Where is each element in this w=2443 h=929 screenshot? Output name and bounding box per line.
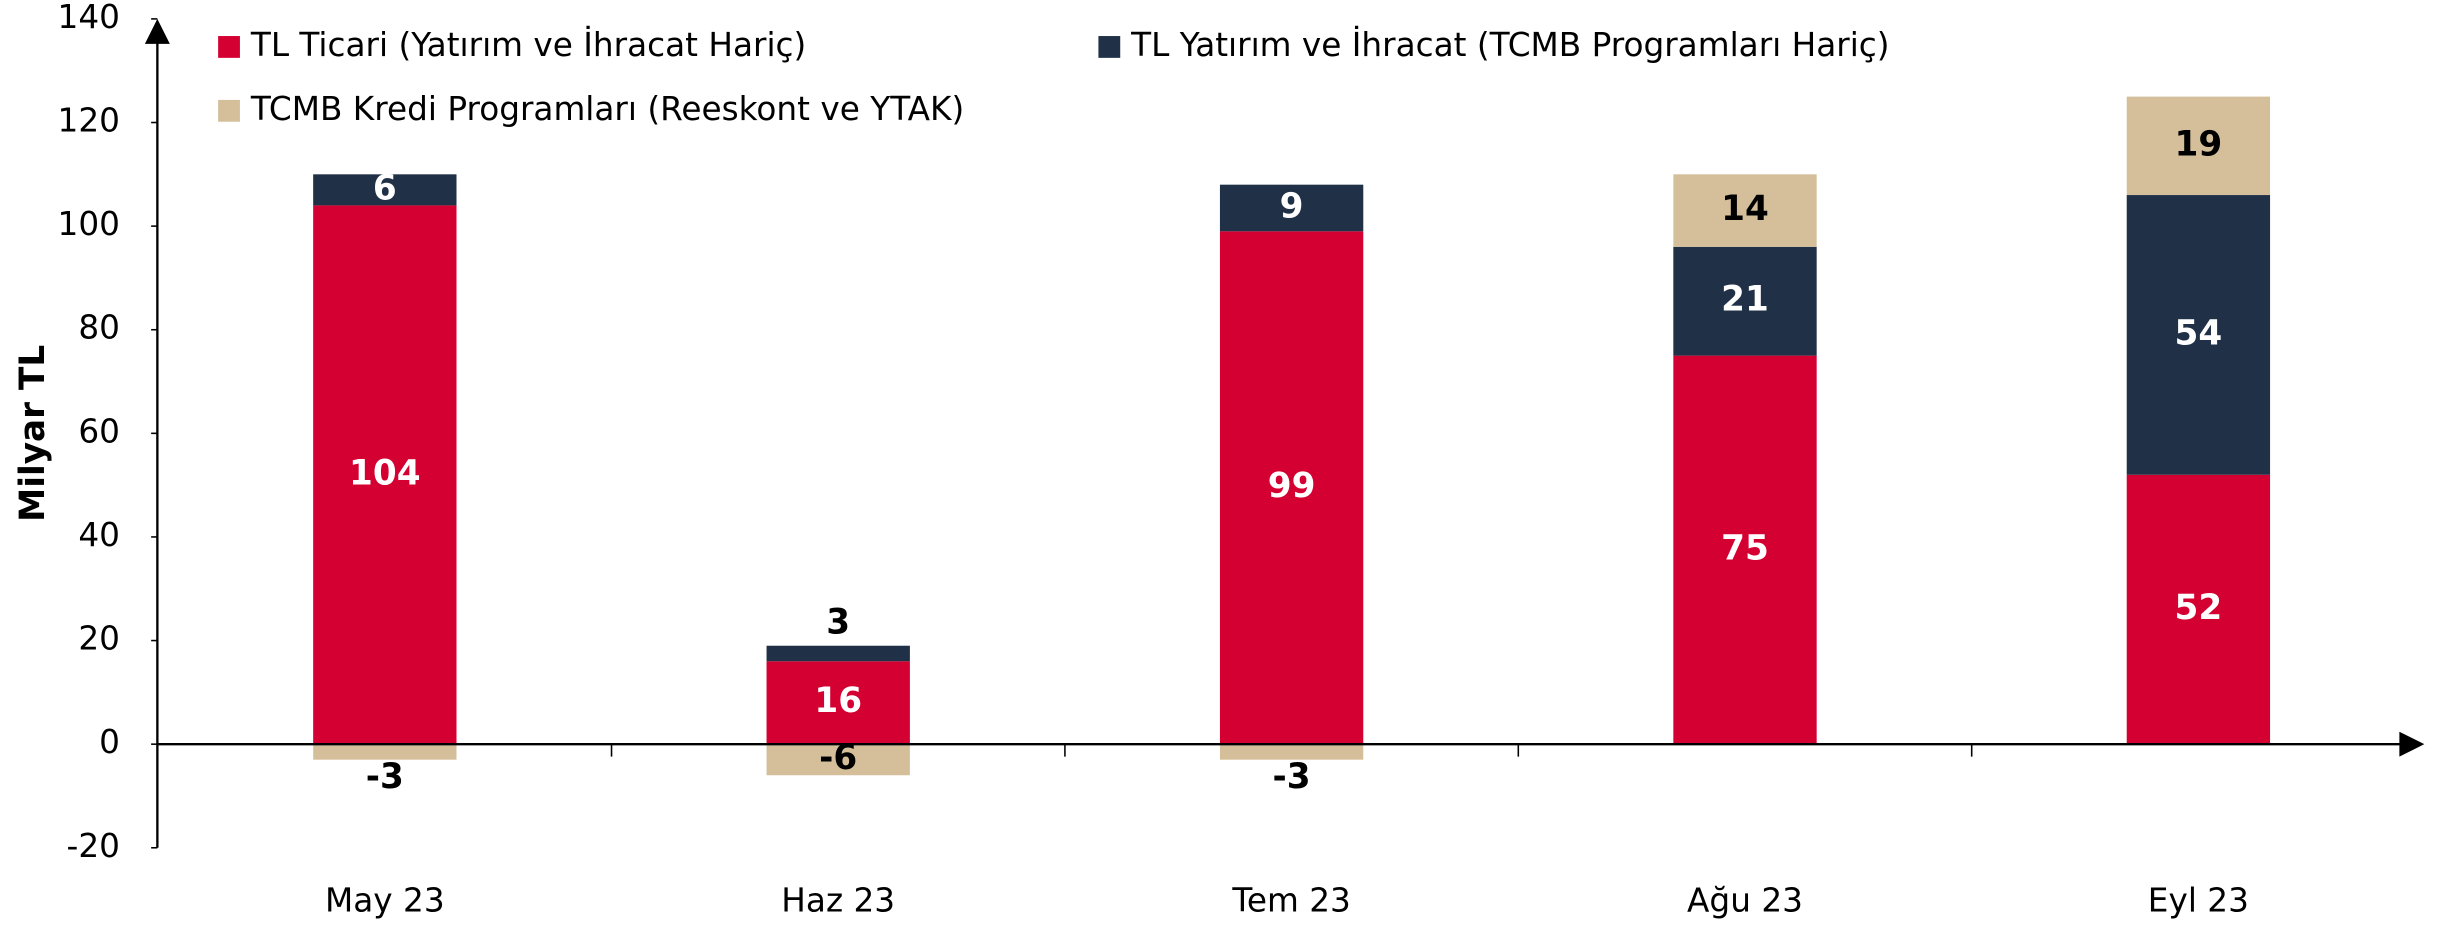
data-label: 14 (1721, 189, 1769, 229)
x-axis-arrow (2399, 731, 2425, 757)
bar-segment (1673, 355, 1817, 745)
data-label: 3 (826, 602, 850, 642)
x-tick-label: Ağu 23 (1687, 881, 1803, 919)
y-tick-label: 140 (58, 0, 120, 36)
y-tick-label: 100 (58, 205, 120, 243)
bar-segment (313, 174, 457, 206)
bar-segment (2126, 474, 2271, 745)
bar-segment (1673, 174, 1817, 247)
data-label: 54 (2175, 313, 2223, 353)
bar-segment (2126, 195, 2271, 475)
legend-swatch (218, 36, 240, 58)
bar-segment (313, 205, 457, 745)
y-tick-label: 20 (78, 620, 120, 658)
data-label: 99 (1268, 466, 1316, 506)
data-label: 52 (2175, 588, 2223, 628)
data-label: 21 (1721, 280, 1769, 320)
data-label: 6 (373, 168, 397, 208)
bar-segment (1219, 184, 1364, 232)
y-tick-label: 40 (78, 516, 120, 554)
bar-segment (2126, 96, 2271, 196)
x-tick-label: Haz 23 (781, 881, 895, 919)
bar-segment (1673, 246, 1817, 356)
data-label: 75 (1721, 528, 1769, 568)
x-tick-label: May 23 (325, 881, 445, 919)
bar-segment (766, 744, 910, 776)
bar-segment (766, 661, 910, 745)
data-label: 104 (349, 453, 421, 493)
y-tick-label: 80 (78, 309, 120, 347)
y-axis-arrow (144, 18, 170, 44)
x-tick-label: Tem 23 (1231, 881, 1350, 919)
y-axis-label: Milyar TL (13, 345, 53, 522)
y-tick-label: 120 (58, 102, 120, 140)
legend-label: TL Ticari (Yatırım ve İhracat Hariç) (250, 26, 806, 64)
data-label: 19 (2175, 124, 2223, 164)
legend-label: TCMB Kredi Programları (Reeskont ve YTAK… (250, 90, 964, 128)
bar-segment (313, 744, 457, 760)
y-tick-label: 60 (78, 412, 120, 450)
data-label: 16 (814, 681, 862, 721)
y-tick-label: -20 (67, 827, 120, 865)
bar-segment (1219, 744, 1364, 760)
bar-segment (766, 645, 910, 662)
bar-segment (1219, 231, 1364, 745)
y-tick-label: 0 (99, 723, 120, 761)
legend-swatch (1098, 36, 1121, 58)
data-label: 9 (1280, 186, 1304, 226)
legend-swatch (218, 99, 240, 122)
legend-label: TL Yatırım ve İhracat (TCMB Programları … (1130, 26, 1889, 64)
data-label: -3 (366, 757, 404, 797)
x-tick-label: Eyl 23 (2148, 881, 2249, 919)
data-label: -3 (1273, 757, 1311, 797)
